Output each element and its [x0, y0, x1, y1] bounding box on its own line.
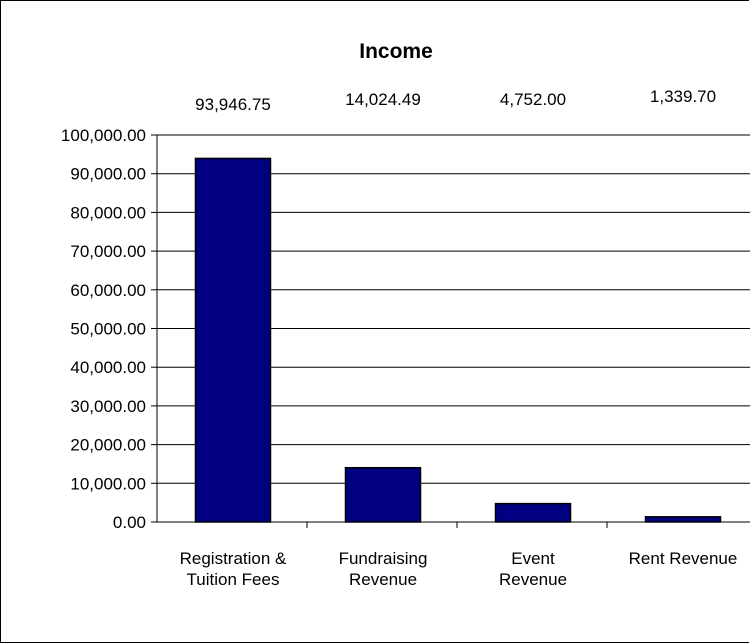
data-labels: 93,946.75 14,024.49 4,752.00 1,339.70	[195, 87, 716, 114]
bars	[194, 157, 722, 523]
data-label: 4,752.00	[500, 90, 566, 109]
bar	[644, 516, 722, 523]
y-tick-label: 20,000.00	[70, 436, 146, 455]
y-tick-label: 90,000.00	[70, 165, 146, 184]
bar	[494, 502, 572, 523]
bar	[344, 466, 422, 523]
y-tick-label: 100,000.00	[61, 126, 146, 145]
data-label: 93,946.75	[195, 95, 271, 114]
y-axis-tick-labels: 0.00 10,000.00 20,000.00 30,000.00 40,000.00…	[61, 126, 146, 532]
category-label: Registration & Tuition Fees	[180, 549, 287, 589]
category-label: Event Revenue	[499, 549, 567, 589]
y-tick-label: 70,000.00	[70, 242, 146, 261]
y-tick-label: 30,000.00	[70, 397, 146, 416]
y-tick-label: 10,000.00	[70, 474, 146, 493]
bar	[194, 157, 272, 523]
category-label: Rent Revenue	[629, 549, 738, 568]
data-label: 14,024.49	[345, 90, 421, 109]
y-tick-label: 40,000.00	[70, 358, 146, 377]
data-label: 1,339.70	[650, 87, 716, 106]
chart-title: Income	[359, 40, 433, 63]
y-tick-label: 50,000.00	[70, 320, 146, 339]
y-tick-label: 60,000.00	[70, 281, 146, 300]
y-tick-label: 80,000.00	[70, 203, 146, 222]
category-labels: Registration & Tuition Fees Fundraising Rev…	[180, 549, 738, 589]
y-tick-label: 0.00	[113, 513, 146, 532]
category-label: Fundraising Revenue	[339, 549, 428, 589]
